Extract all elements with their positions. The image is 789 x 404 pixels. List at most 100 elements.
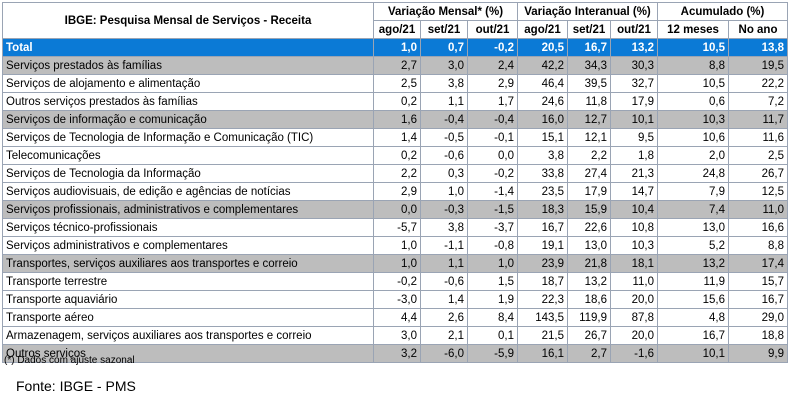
cell-value: 42,2 bbox=[517, 56, 568, 75]
cell-value: 10,5 bbox=[657, 38, 729, 57]
cell-value: 11,6 bbox=[727, 128, 789, 147]
header-row-groups: IBGE: Pesquisa Mensal de Serviços - Rece… bbox=[2, 2, 789, 39]
cell-value: 1,0 bbox=[373, 236, 421, 255]
cell-value: 1,4 bbox=[373, 128, 421, 147]
table-body: Total 1,0 0,7 -0,2 20,5 16,7 13,2 10,5 13,8 Servi… bbox=[2, 38, 789, 363]
col-header: No ano bbox=[727, 20, 789, 39]
cell-value: 21,3 bbox=[610, 164, 658, 183]
table-row: Serviços de Tecnologia de Informação e C… bbox=[2, 128, 789, 147]
cell-value: 3,8 bbox=[420, 218, 468, 237]
table-row: Serviços de alojamento e alimentação 2,5 3… bbox=[2, 74, 789, 93]
cell-value: 1,0 bbox=[373, 38, 421, 57]
cell-value: 18,6 bbox=[567, 290, 611, 309]
cell-value: 7,4 bbox=[657, 200, 729, 219]
row-label: Transporte terrestre bbox=[2, 272, 374, 291]
cell-value: 119,9 bbox=[567, 308, 611, 327]
cell-value: 17,9 bbox=[610, 92, 658, 111]
cell-value: 2,4 bbox=[467, 56, 518, 75]
cell-value: 30,3 bbox=[610, 56, 658, 75]
cell-value: 20,0 bbox=[610, 326, 658, 345]
header-row-subcols: ago/21 set/21 out/21 ago/21 set/21 out/2… bbox=[3, 20, 789, 39]
row-label: Serviços administrativos e complementare… bbox=[2, 236, 374, 255]
cell-value: 2,2 bbox=[567, 146, 611, 165]
cell-value: 13,8 bbox=[727, 38, 789, 57]
cell-value: 11,9 bbox=[657, 272, 729, 291]
row-label: Serviços profissionais, administrativos … bbox=[2, 200, 374, 219]
cell-value: 11,7 bbox=[727, 110, 789, 129]
table-row: Serviços audiovisuais, de edição e agênc… bbox=[2, 182, 789, 201]
row-label: Transportes, serviços auxiliares aos tra… bbox=[2, 254, 374, 273]
table-row: Outros serviços 3,2 -6,0 -5,9 16,1 2,7 -1,6 10,… bbox=[2, 344, 789, 363]
cell-value: 4,4 bbox=[373, 308, 421, 327]
table-row: Armazenagem, serviços auxiliares aos tra… bbox=[2, 326, 789, 345]
cell-value: 1,0 bbox=[467, 254, 518, 273]
cell-value: 0,2 bbox=[373, 146, 421, 165]
cell-value: 0,2 bbox=[373, 92, 421, 111]
table-row: Transporte aquaviário -3,0 1,4 1,9 22,3 18,6 2… bbox=[2, 290, 789, 309]
cell-value: -0,1 bbox=[467, 128, 518, 147]
cell-value: 9,9 bbox=[727, 344, 789, 363]
cell-value: 24,8 bbox=[657, 164, 729, 183]
cell-value: 16,7 bbox=[567, 38, 611, 57]
row-label: Serviços de informação e comunicação bbox=[2, 110, 374, 129]
cell-value: 11,8 bbox=[567, 92, 611, 111]
cell-value: -0,3 bbox=[420, 200, 468, 219]
cell-value: 7,2 bbox=[727, 92, 789, 111]
table-row: Telecomunicações 0,2 -0,6 0,0 3,8 2,2 1,8 2,0 2,… bbox=[2, 146, 789, 165]
cell-value: -0,6 bbox=[420, 272, 468, 291]
cell-value: 27,4 bbox=[567, 164, 611, 183]
cell-value: 46,4 bbox=[517, 74, 568, 93]
cell-value: 5,2 bbox=[657, 236, 729, 255]
cell-value: 10,1 bbox=[657, 344, 729, 363]
row-label: Armazenagem, serviços auxiliares aos tra… bbox=[2, 326, 374, 345]
cell-value: 19,1 bbox=[517, 236, 568, 255]
cell-value: 1,5 bbox=[467, 272, 518, 291]
cell-value: 8,8 bbox=[727, 236, 789, 255]
cell-value: 0,7 bbox=[420, 38, 468, 57]
cell-value: -0,2 bbox=[373, 272, 421, 291]
cell-value: 4,8 bbox=[657, 308, 729, 327]
cell-value: -3,7 bbox=[467, 218, 518, 237]
cell-value: -1,4 bbox=[467, 182, 518, 201]
cell-value: 15,9 bbox=[567, 200, 611, 219]
cell-value: 2,1 bbox=[420, 326, 468, 345]
cell-value: 1,9 bbox=[467, 290, 518, 309]
row-label: Serviços técnico-profissionais bbox=[2, 218, 374, 237]
cell-value: 19,5 bbox=[727, 56, 789, 75]
cell-value: 3,8 bbox=[420, 74, 468, 93]
row-label: Telecomunicações bbox=[2, 146, 374, 165]
cell-value: 13,0 bbox=[657, 218, 729, 237]
cell-value: 0,1 bbox=[467, 326, 518, 345]
cell-value: -0,8 bbox=[467, 236, 518, 255]
col-header: set/21 bbox=[420, 20, 468, 39]
col-header: set/21 bbox=[567, 20, 611, 39]
row-label: Transporte aquaviário bbox=[2, 290, 374, 309]
cell-value: 3,2 bbox=[373, 344, 421, 363]
cell-value: 10,6 bbox=[657, 128, 729, 147]
table-row: Transporte terrestre -0,2 -0,6 1,5 18,7 13,2 1… bbox=[2, 272, 789, 291]
cell-value: 8,8 bbox=[657, 56, 729, 75]
cell-value: 2,5 bbox=[373, 74, 421, 93]
row-label: Transporte aéreo bbox=[2, 308, 374, 327]
cell-value: 23,5 bbox=[517, 182, 568, 201]
cell-value: 8,4 bbox=[467, 308, 518, 327]
row-label: Serviços de Tecnologia da Informação bbox=[2, 164, 374, 183]
cell-value: 3,8 bbox=[517, 146, 568, 165]
table-row: Serviços de informação e comunicação 1,6-… bbox=[2, 110, 789, 129]
cell-value: 21,8 bbox=[567, 254, 611, 273]
cell-value: 0,0 bbox=[467, 146, 518, 165]
cell-value: 3,0 bbox=[373, 326, 421, 345]
group-header-yoy: Variação Interanual (%) bbox=[517, 2, 658, 21]
cell-value: 17,9 bbox=[567, 182, 611, 201]
cell-value: 18,1 bbox=[610, 254, 658, 273]
cell-value: 22,3 bbox=[517, 290, 568, 309]
cell-value: 24,6 bbox=[517, 92, 568, 111]
cell-value: 1,8 bbox=[610, 146, 658, 165]
col-header: 12 meses bbox=[657, 20, 729, 39]
cell-value: 10,4 bbox=[610, 200, 658, 219]
group-header-accumulated: Acumulado (%) bbox=[656, 2, 789, 21]
cell-value: 0,6 bbox=[657, 92, 729, 111]
cell-value: -3,0 bbox=[373, 290, 421, 309]
cell-value: 2,7 bbox=[567, 344, 611, 363]
cell-value: -0,6 bbox=[420, 146, 468, 165]
